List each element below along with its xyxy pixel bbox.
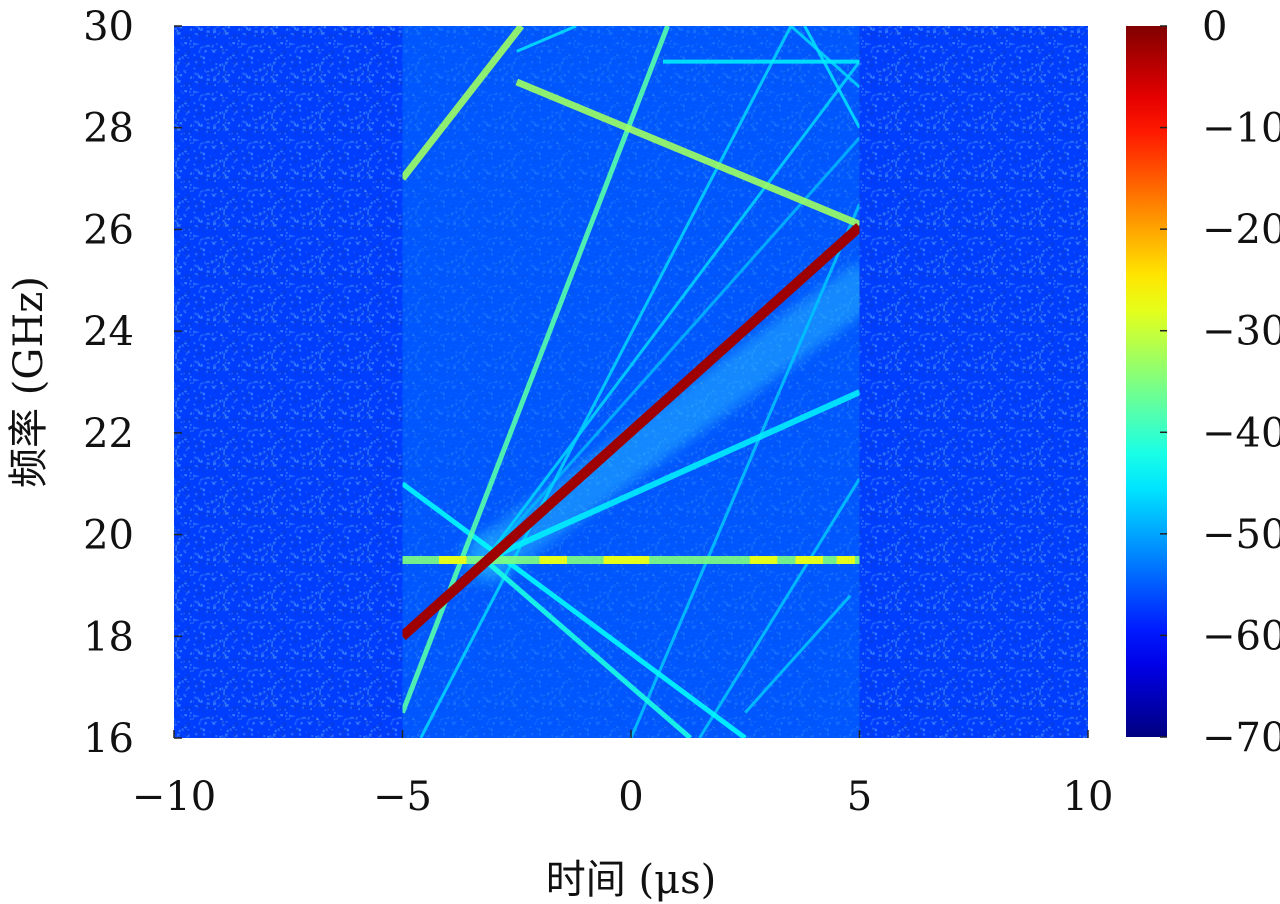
y-axis-label: 频率 (GHz) xyxy=(6,276,52,488)
spur-line xyxy=(483,136,860,561)
y-tick-label: 26 xyxy=(83,207,134,253)
y-tick-label: 22 xyxy=(83,411,134,457)
x-axis-label: 时间 (μs) xyxy=(546,857,716,903)
spur-line xyxy=(483,558,693,738)
colorbar-ticks: 0 −10 −20 −30 −40 −50 −60 −70 xyxy=(1160,4,1280,761)
colorbar-tick-label: −60 xyxy=(1202,613,1280,659)
y-tick-label: 18 xyxy=(83,614,134,660)
x-tick-label: −10 xyxy=(132,774,216,820)
y-tick-label: 30 xyxy=(83,4,134,50)
colorbar-tick-label: −50 xyxy=(1202,512,1280,558)
colorbar: 0 −10 −20 −30 −40 −50 −60 −70 xyxy=(1126,4,1280,761)
y-axis: 16 18 20 22 24 26 28 30 xyxy=(83,4,182,762)
x-axis: −10 −5 0 5 10 xyxy=(132,730,1114,820)
spur-line xyxy=(698,477,860,738)
spur-line xyxy=(789,26,860,89)
x-tick-label: 0 xyxy=(618,774,643,820)
spur-line xyxy=(483,60,860,561)
spur-line xyxy=(516,26,577,53)
x-tick-label: 5 xyxy=(847,774,872,820)
colorbar-scale xyxy=(1126,26,1167,737)
colorbar-tick-label: −70 xyxy=(1202,715,1280,761)
chirp-glow xyxy=(470,264,860,578)
colorbar-tick-label: −20 xyxy=(1202,207,1280,253)
colorbar-tick-label: −10 xyxy=(1202,106,1280,152)
spur-line xyxy=(803,26,860,129)
y-tick-label: 16 xyxy=(83,716,134,762)
spur-line xyxy=(402,481,747,738)
spur-line xyxy=(744,594,852,714)
y-tick-label: 28 xyxy=(83,106,134,152)
x-tick-label: 10 xyxy=(1063,774,1114,820)
signal-lines xyxy=(402,26,860,738)
y-tick-label: 20 xyxy=(83,513,134,559)
spur-line xyxy=(483,389,860,563)
spur-line xyxy=(402,26,525,181)
spur-line xyxy=(515,78,860,228)
x-tick-label: −5 xyxy=(373,774,432,820)
colorbar-tick-label: 0 xyxy=(1202,4,1227,50)
y-tick-label: 24 xyxy=(83,309,134,355)
plot-area xyxy=(174,26,1088,738)
colorbar-tick-label: −40 xyxy=(1202,410,1280,456)
spur-line xyxy=(419,26,793,738)
colorbar-tick-label: −30 xyxy=(1202,309,1280,355)
spur-line xyxy=(629,203,860,738)
main-chirp-core xyxy=(402,225,860,638)
